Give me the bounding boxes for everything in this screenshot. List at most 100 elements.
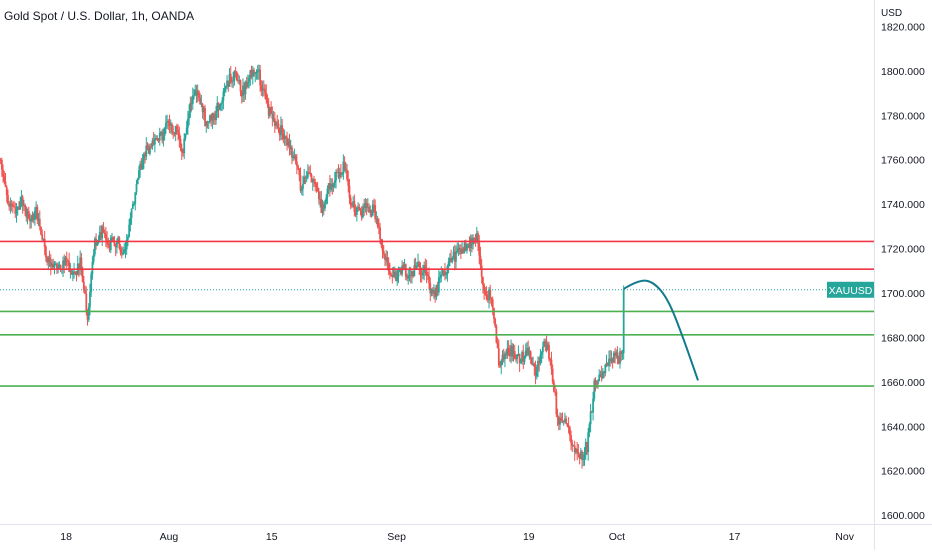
candle-body xyxy=(466,244,468,251)
candle-body xyxy=(518,353,521,364)
candle-body xyxy=(489,289,492,299)
projection-layer xyxy=(623,279,699,381)
candle-body xyxy=(304,176,307,178)
candle-body xyxy=(359,209,362,211)
candle-body xyxy=(78,263,80,270)
candle-body xyxy=(621,353,624,355)
candle-body xyxy=(232,80,235,82)
candle-body xyxy=(336,171,339,173)
candle-body xyxy=(65,257,68,261)
candle-body xyxy=(592,398,594,413)
candle-body xyxy=(335,171,337,181)
candle-body xyxy=(47,257,50,263)
candle-body xyxy=(104,233,107,240)
candle-body xyxy=(444,270,446,275)
candle-body xyxy=(256,70,259,72)
projection-arc xyxy=(623,279,699,381)
candle-body xyxy=(560,417,563,421)
candle-body xyxy=(265,92,268,100)
candle-body xyxy=(373,204,375,206)
candle-body xyxy=(396,276,399,281)
candle-body xyxy=(482,276,484,285)
candle-body xyxy=(338,171,341,178)
candle-body xyxy=(118,237,121,249)
candle-body xyxy=(331,183,334,188)
candle-body xyxy=(548,344,550,360)
currency-label: USD xyxy=(881,8,903,19)
candle-body xyxy=(7,195,9,204)
candle-body xyxy=(246,82,249,87)
candle-body xyxy=(467,243,470,245)
candle-body xyxy=(369,210,372,213)
candle-body xyxy=(182,152,184,154)
candle-body xyxy=(566,423,569,427)
candle-body xyxy=(297,165,299,169)
candle-body xyxy=(35,206,38,211)
candle-body xyxy=(96,242,99,246)
candle-body xyxy=(93,238,96,255)
candle-body xyxy=(272,118,275,120)
candle-body xyxy=(157,140,160,142)
candle-body xyxy=(605,362,608,365)
levels-layer: 1723.2041710.6951691.6911681.1871658.077 xyxy=(0,233,930,395)
candle-body xyxy=(9,203,12,207)
candle-body xyxy=(528,351,531,355)
candle-body xyxy=(333,180,336,184)
candle-body xyxy=(453,251,456,262)
candle-body xyxy=(603,371,605,374)
candle-body xyxy=(141,160,144,170)
candle-body xyxy=(315,184,318,188)
candle-body xyxy=(381,245,384,251)
candle-body xyxy=(150,146,153,148)
candle-body xyxy=(582,458,585,461)
candle-body xyxy=(158,132,161,141)
candle-body xyxy=(59,264,62,271)
candle-body xyxy=(257,69,260,71)
x-tick-label: 17 xyxy=(729,531,741,543)
candle-body xyxy=(163,127,166,136)
candle-body xyxy=(588,424,591,433)
candle-body xyxy=(428,275,430,284)
candle-body xyxy=(136,178,139,185)
candle-body xyxy=(538,361,541,364)
candle-body xyxy=(249,69,252,78)
candles-layer xyxy=(0,64,625,469)
candle-body xyxy=(311,178,314,183)
candle-body xyxy=(302,183,304,189)
candle-body xyxy=(207,121,210,123)
candle-body xyxy=(70,270,73,275)
candle-body xyxy=(611,358,614,363)
candle-body xyxy=(595,383,598,385)
candle-body xyxy=(419,267,422,274)
candle-body xyxy=(152,140,155,145)
candle-body xyxy=(120,253,123,255)
candle-body xyxy=(293,155,296,158)
candle-body xyxy=(526,347,528,351)
candle-body xyxy=(287,140,290,146)
y-tick-label: 1760.000 xyxy=(881,155,925,167)
candle-body xyxy=(532,363,534,365)
candle-body xyxy=(439,277,441,279)
candle-body xyxy=(153,138,156,145)
candle-body xyxy=(597,381,599,384)
candle-body xyxy=(43,238,46,247)
candle-body xyxy=(292,157,295,159)
candle-body xyxy=(516,354,519,360)
candle-body xyxy=(145,145,148,157)
y-tick-label: 1680.000 xyxy=(881,332,925,344)
candle-body xyxy=(455,251,457,262)
candle-body xyxy=(101,226,104,239)
candle-body xyxy=(469,237,472,249)
candle-body xyxy=(188,112,191,119)
candle-body xyxy=(245,81,248,87)
candle-body xyxy=(508,353,511,356)
candle-body xyxy=(399,269,402,275)
candle-body xyxy=(567,426,570,428)
candle-body xyxy=(91,261,94,275)
candle-body xyxy=(441,274,444,276)
candle-body xyxy=(393,271,396,276)
candle-body xyxy=(504,353,506,360)
candle-body xyxy=(325,197,328,203)
